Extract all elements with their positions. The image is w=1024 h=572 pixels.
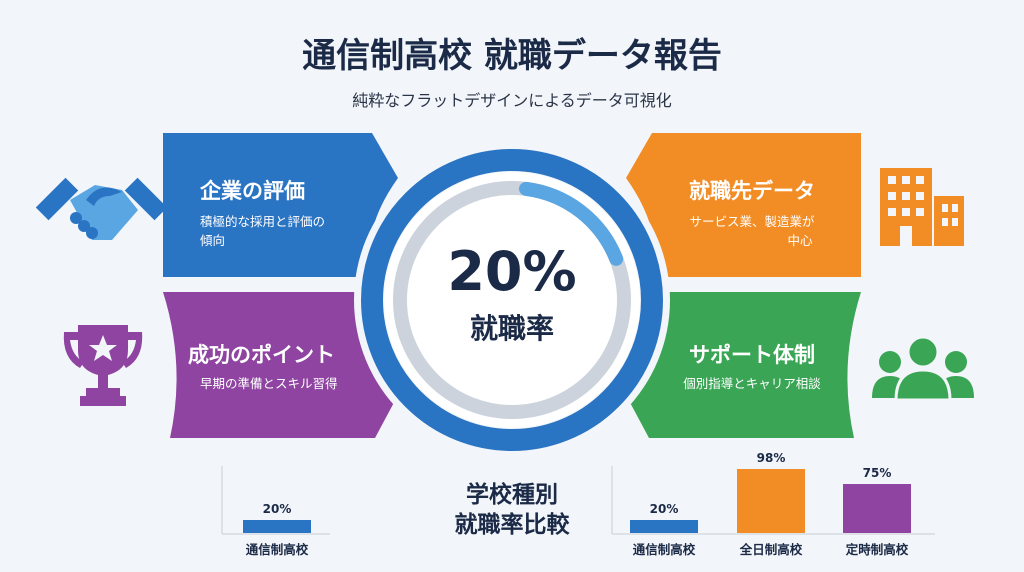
panel-desc: 中心 [787,233,813,248]
panel-success-points [163,292,398,438]
bar-value-label: 75% [863,466,892,480]
panel-desc: 個別指導とキャリア相談 [683,376,821,391]
bar-chart-right: 20% 通信制高校 98% 全日制高校 75% 定時制高校 [611,451,935,557]
progress-track [393,181,631,419]
panel-desc: サービス業、製造業が [689,214,815,229]
bar-chart-left: 20% 通信制高校 [221,466,330,557]
bar [843,484,911,533]
panel-company-evaluation [163,133,398,277]
panel-title: 成功のポイント [188,343,335,367]
panel-title: 企業の評価 [199,179,305,203]
panel-desc: 傾向 [200,233,225,248]
panel-support [626,292,861,438]
building-icon [880,168,964,246]
category-label: 通信制高校 [633,542,696,557]
category-label: 通信制高校 [246,542,309,557]
comparison-title: 就職率比較 [455,511,571,538]
bar [737,469,805,533]
handshake-icon [35,177,168,240]
trophy-icon [63,325,143,406]
bar-value-label: 98% [757,451,786,465]
bar [630,520,698,533]
page-subtitle: 純粋なフラットデザインによるデータ可視化 [352,91,672,110]
inner-disc [384,172,640,428]
page-title: 通信制高校 就職データ報告 [302,36,722,76]
category-label: 定時制高校 [845,542,909,557]
bar-value-label: 20% [263,502,292,516]
panel-desc: 早期の準備とスキル習得 [200,376,338,391]
panel-employment-data [626,133,861,277]
comparison-title: 学校種別 [466,481,558,508]
panel-title: 就職先データ [689,179,815,203]
people-icon [872,335,974,402]
outer-ring [361,149,663,451]
category-label: 全日制高校 [739,542,803,557]
employment-rate-value: 20% [447,240,576,303]
panel-desc: 積極的な採用と評価の [200,214,325,229]
panel-title: サポート体制 [689,343,815,367]
employment-rate-label: 就職率 [470,312,554,345]
bar [243,520,311,533]
bar-value-label: 20% [650,502,679,516]
